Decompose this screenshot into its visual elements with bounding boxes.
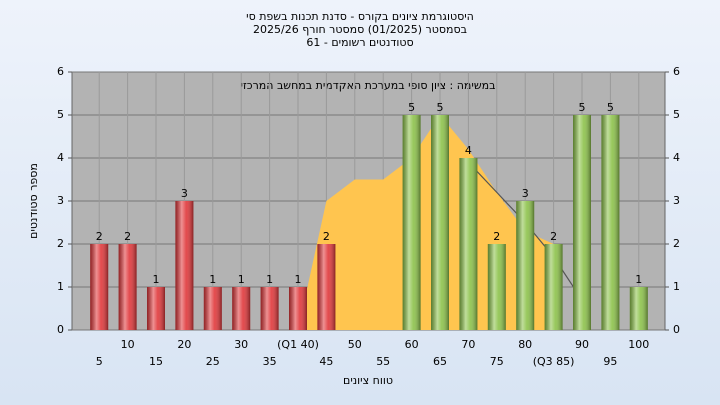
data-label: 4 [465,144,472,157]
x-tick-label: 75 [490,355,504,368]
x-tick-label: 90 [575,338,589,351]
data-label: 1 [635,273,642,286]
chart-subtitle: סטודנטים רשומים - 61 [306,36,413,49]
bar-shine [118,244,137,330]
bars: 2 2 1 3 1 1 1 1 2 5 5 4 2 3 2 5 5 1 [90,101,648,330]
x-tick-label: 95 [603,355,617,368]
y2-tick-label: 5 [673,108,680,121]
x-tick-label: 25 [206,355,220,368]
data-label: 3 [181,187,188,200]
y-tick-label: 1 [57,280,64,293]
x-tick-label: 30 [234,338,248,351]
bar-shine [147,287,165,330]
y2-tick-label: 2 [673,237,680,250]
data-label: 2 [323,230,330,243]
data-label: 1 [238,273,245,286]
x-tick-label: (Q1 40) [277,338,319,351]
bar-shine [175,201,194,330]
x-tick-label: 45 [319,355,333,368]
x-tick-label: 60 [405,338,419,351]
bar-shine [260,287,279,330]
x-tick-label: 35 [263,355,277,368]
y-tick-label: 5 [57,108,64,121]
bar-shine [232,287,251,330]
y-tick-label: 2 [57,237,64,250]
x-tick-label: 10 [121,338,135,351]
y-tick-label: 0 [57,323,64,336]
bar-shine [629,287,648,330]
y-axis-label: מספר סטודנטים [27,163,40,239]
bar-shine [431,115,449,330]
y-tick-label: 3 [57,194,64,207]
data-label: 5 [437,101,444,114]
x-axis-label: טווח ציונים [343,374,393,387]
bar-shine [573,115,591,330]
data-label: 5 [579,101,586,114]
bar-shine [487,244,506,330]
data-label: 5 [408,101,415,114]
annotation: במשימה : ציון סופי במערכת האקדמית במחשב … [241,79,496,92]
data-label: 5 [607,101,614,114]
data-label: 2 [96,230,103,243]
bar-shine [601,115,620,330]
bar-shine [90,244,109,330]
bar-shine [203,287,222,330]
y2-tick-label: 1 [673,280,680,293]
x-tick-label: 80 [518,338,532,351]
data-label: 2 [124,230,131,243]
y2-tick-label: 4 [673,151,680,164]
x-tick-label: 65 [433,355,447,368]
y-tick-label: 6 [57,65,64,78]
y2-tick-label: 3 [673,194,680,207]
y-tick-label: 4 [57,151,64,164]
data-label: 1 [295,273,302,286]
data-label: 2 [550,230,557,243]
x-tick-label: 20 [177,338,191,351]
data-label: 1 [209,273,216,286]
data-label: 1 [153,273,160,286]
x-tick-label: 70 [461,338,475,351]
chart-title: היסטוגרמת ציונים בקורס - סדנת תכנות בשפת… [246,10,474,23]
x-tick-label: 15 [149,355,163,368]
bar-shine [402,115,421,330]
y2-tick-label: 0 [673,323,680,336]
data-label: 3 [522,187,529,200]
chart-subtitle: בסמסטר (01/2025) סמסטר חורף 2025/26 [253,23,467,36]
y2-tick-label: 6 [673,65,680,78]
data-label: 1 [266,273,273,286]
bar-shine [289,287,307,330]
x-tick-label: 5 [96,355,103,368]
x-tick-label: (Q3 85) [533,355,575,368]
x-tick-label: 100 [628,338,649,351]
bar-shine [516,201,535,330]
bar-shine [317,244,336,330]
x-tick-label: 55 [376,355,390,368]
bar-shine [459,158,478,330]
x-tick-label: 50 [348,338,362,351]
data-label: 2 [493,230,500,243]
bar-shine [544,244,563,330]
